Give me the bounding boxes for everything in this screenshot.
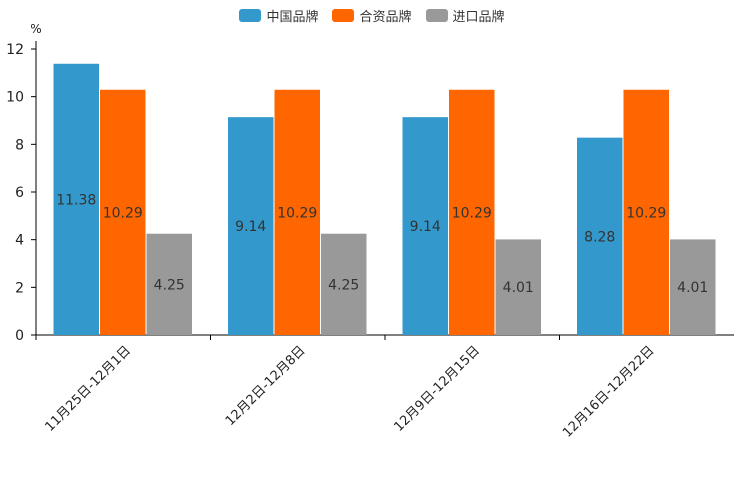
bar-import-brand-2[interactable] [495, 239, 542, 335]
data-label: 4.01 [677, 280, 708, 296]
data-label: 10.29 [277, 205, 317, 221]
data-label: 11.38 [56, 192, 96, 208]
chart-legend: 中国品牌 合资品牌 进口品牌 [0, 6, 744, 25]
x-tick-label: 12月9日-12月15日 [391, 343, 483, 435]
data-label: 10.29 [626, 205, 666, 221]
bar-china-brand-3[interactable] [577, 137, 623, 335]
bar-joint-venture-brand-0[interactable] [100, 89, 146, 335]
bar-import-brand-1[interactable] [321, 233, 367, 335]
bar-import-brand-0[interactable] [146, 233, 193, 335]
data-label: 4.25 [328, 277, 359, 293]
chart-bars [53, 63, 716, 335]
x-tick-label: 11月25日-12月1日 [42, 343, 134, 435]
legend-item-import-brand[interactable]: 进口品牌 [425, 6, 505, 25]
data-label: 10.29 [452, 205, 492, 221]
data-label: 4.25 [154, 277, 185, 293]
x-tick-label: 12月16日-12月22日 [560, 343, 657, 440]
y-tick-label: 2 [15, 280, 24, 296]
data-label: 4.01 [503, 280, 534, 296]
legend-swatch-import-brand [425, 9, 448, 22]
bar-joint-venture-brand-1[interactable] [274, 89, 321, 335]
data-label: 8.28 [584, 229, 615, 245]
bar-import-brand-3[interactable] [670, 239, 716, 335]
bar-china-brand-1[interactable] [228, 117, 274, 335]
chart-data-labels: 11.38 10.29 4.25 9.14 10.29 4.25 9.14 10.29 4.01… [56, 192, 708, 296]
legend-item-joint-venture-brand[interactable]: 合资品牌 [332, 6, 412, 25]
legend-label-china-brand: 中国品牌 [266, 10, 319, 25]
data-label: 9.14 [410, 219, 441, 235]
y-tick-label: 10 [6, 90, 24, 106]
y-tick-label: 6 [15, 185, 24, 201]
y-tick-label: 4 [15, 233, 24, 249]
bar-china-brand-2[interactable] [402, 117, 449, 335]
y-tick-label: 8 [15, 137, 24, 153]
x-tick-label: 12月2日-12月8日 [223, 343, 309, 429]
legend-label-joint-venture-brand: 合资品牌 [359, 10, 412, 25]
legend-label-import-brand: 进口品牌 [452, 10, 505, 25]
data-label: 10.29 [103, 205, 143, 221]
bar-china-brand-0[interactable] [53, 63, 100, 335]
data-label: 9.14 [235, 219, 266, 235]
bar-joint-venture-brand-2[interactable] [449, 89, 495, 335]
legend-swatch-joint-venture-brand [332, 9, 355, 22]
y-tick-label: 12 [6, 42, 24, 58]
y-axis-unit-label: % [30, 22, 41, 36]
legend-item-china-brand[interactable]: 中国品牌 [239, 6, 318, 25]
legend-swatch-china-brand [239, 9, 262, 22]
bar-joint-venture-brand-3[interactable] [623, 89, 670, 335]
y-tick-label: 0 [15, 328, 24, 344]
